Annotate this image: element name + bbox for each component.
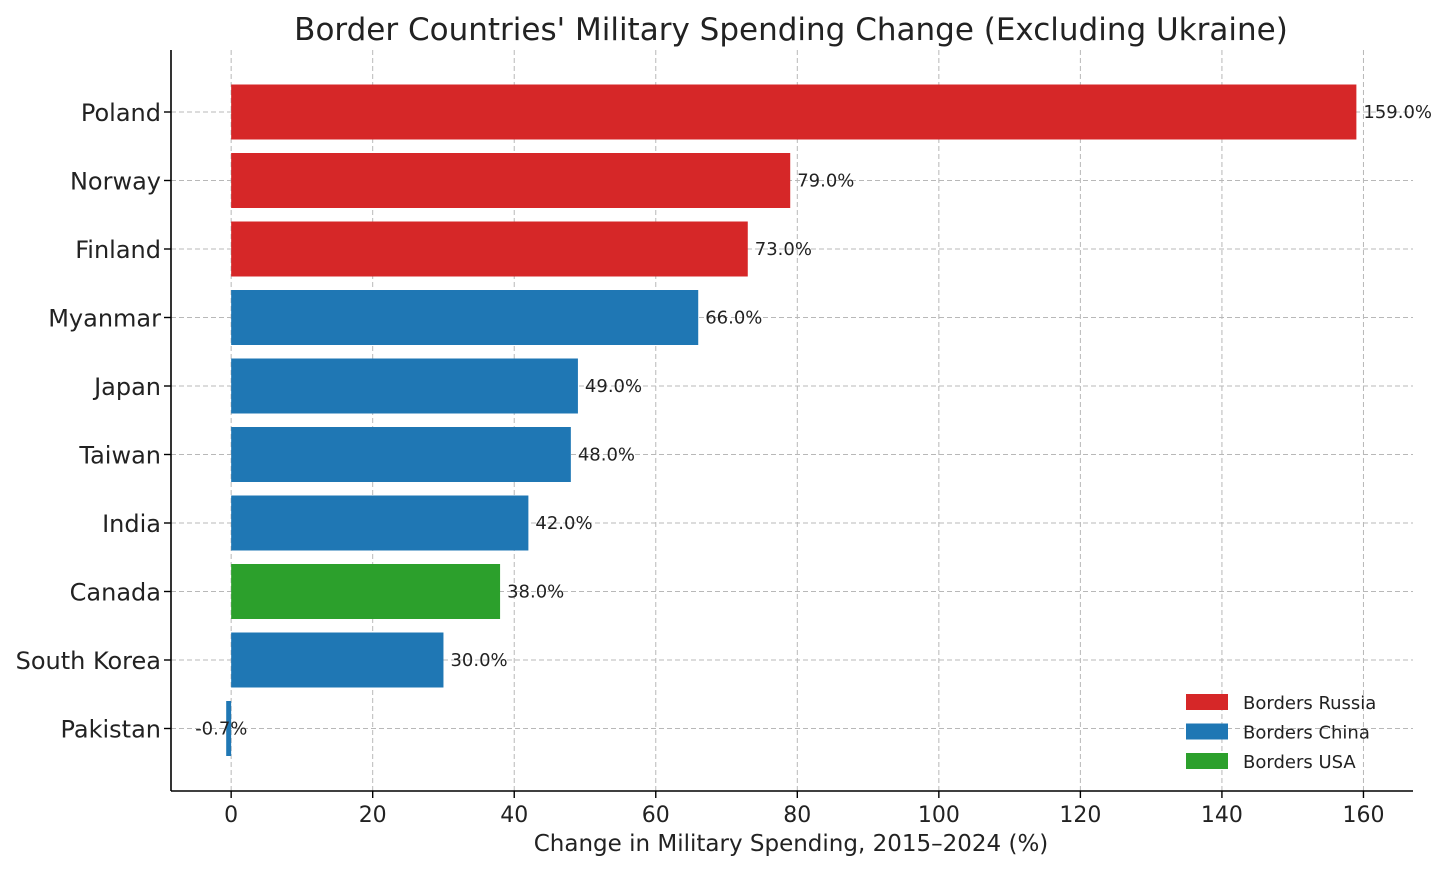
data-label: 30.0% — [450, 650, 507, 671]
y-tick-label: Pakistan — [61, 716, 162, 744]
bar-japan — [231, 358, 578, 414]
x-tick-label: 60 — [642, 803, 670, 828]
legend-swatch — [1186, 723, 1228, 740]
legend-label: Borders Russia — [1243, 693, 1376, 714]
legend-label: Borders China — [1243, 723, 1370, 744]
legend-label: Borders USA — [1243, 752, 1356, 773]
data-label: 42.0% — [535, 513, 592, 534]
legend-swatch — [1186, 753, 1228, 769]
y-tick-label: South Korea — [16, 647, 161, 675]
x-tick-label: 40 — [500, 803, 528, 828]
x-tick-label: 160 — [1342, 803, 1384, 828]
chart-title: Border Countries' Military Spending Chan… — [294, 12, 1288, 48]
data-label: 79.0% — [797, 171, 854, 192]
data-label: 48.0% — [578, 445, 635, 466]
y-tick-label: Taiwan — [78, 442, 161, 470]
y-tick-label: Finland — [75, 236, 161, 264]
x-tick-label: 80 — [783, 803, 811, 828]
data-label: -0.7% — [195, 719, 247, 740]
x-tick-label: 0 — [224, 803, 238, 828]
x-tick-labels: 0 20 40 60 80 100 120 140 160 — [224, 803, 1384, 828]
x-tick-label: 120 — [1059, 803, 1101, 828]
grid-lines — [171, 50, 1413, 791]
x-tick-label: 100 — [918, 803, 960, 828]
y-tick-label: India — [102, 510, 161, 538]
bar-norway — [231, 153, 791, 208]
bar-myanmar — [231, 290, 699, 345]
data-label: 38.0% — [507, 582, 564, 603]
bar-finland — [231, 221, 748, 277]
legend-swatch — [1186, 694, 1228, 710]
bars — [226, 84, 1357, 756]
data-label: 73.0% — [755, 239, 812, 260]
legend: Borders Russia Borders China Borders USA — [1186, 693, 1376, 773]
y-tick-label: Canada — [70, 579, 161, 607]
bar-taiwan — [231, 427, 571, 482]
x-tick-label: 20 — [359, 803, 387, 828]
x-tick-label: 140 — [1201, 803, 1243, 828]
bar-india — [231, 495, 529, 551]
axes — [164, 50, 1413, 798]
y-tick-label: Myanmar — [48, 305, 161, 333]
data-label: 159.0% — [1363, 102, 1432, 123]
bar-pakistan — [226, 701, 232, 756]
y-tick-label: Poland — [81, 99, 161, 127]
bar-poland — [231, 84, 1357, 140]
bar-canada — [231, 564, 501, 619]
data-label: 66.0% — [705, 308, 762, 329]
y-tick-label: Japan — [92, 373, 161, 401]
y-tick-labels: Poland Norway Finland Myanmar Japan Taiwan Ind… — [16, 99, 162, 744]
bar-south-korea — [231, 632, 444, 688]
data-label: 49.0% — [585, 376, 642, 397]
y-tick-label: Norway — [70, 168, 161, 196]
data-labels: 159.0% 79.0% 73.0% 66.0% 49.0% 48.0% 42.0% 38.0… — [195, 102, 1432, 740]
x-axis-label: Change in Military Spending, 2015–2024 (… — [534, 831, 1049, 857]
